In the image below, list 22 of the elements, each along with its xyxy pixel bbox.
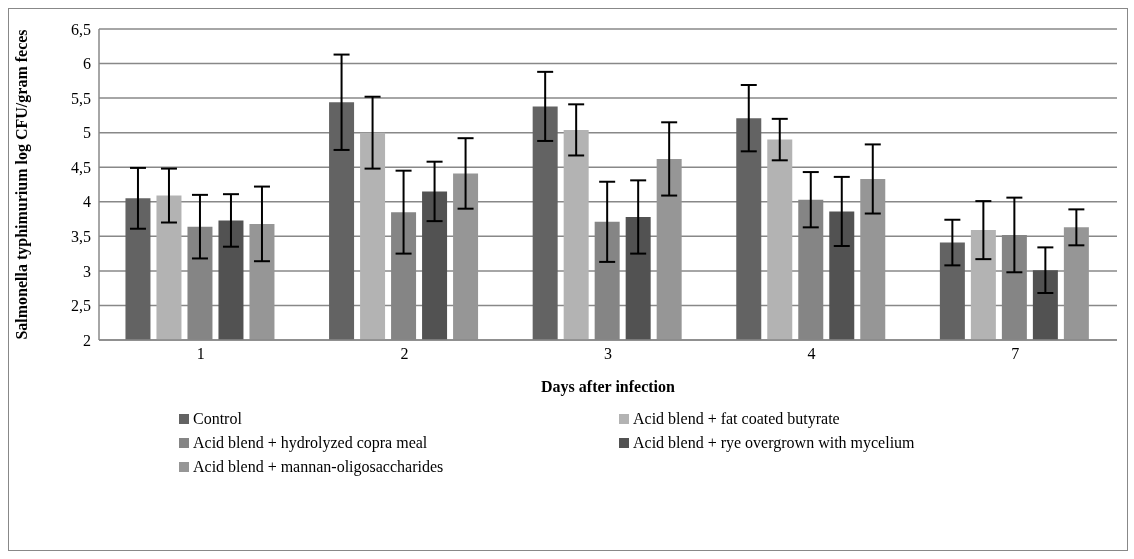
legend-label: Acid blend + mannan-oligosaccharides [193, 458, 444, 476]
y-tick-label: 2 [83, 331, 91, 349]
y-tick-label: 3,5 [71, 228, 91, 246]
y-tick-label: 6,5 [71, 20, 91, 38]
legend-label: Acid blend + rye overgrown with mycelium [633, 434, 915, 452]
y-axis-title: Salmonella typhimurium log CFU/gram feces [12, 29, 31, 340]
x-tick-label: 1 [196, 345, 205, 363]
y-tick-label: 3 [83, 262, 91, 280]
y-tick-label: 4,5 [71, 158, 91, 176]
x-axis-title: Days after infection [541, 378, 676, 396]
legend-label: Acid blend + hydrolyzed copra meal [193, 434, 428, 452]
x-tick-label: 2 [400, 345, 409, 363]
y-tick-label: 4 [83, 193, 91, 211]
x-tick-label: 4 [807, 345, 816, 363]
y-tick-label: 2,5 [71, 297, 91, 315]
legend-label: Acid blend + fat coated butyrate [633, 410, 840, 428]
legend-label: Control [193, 410, 242, 428]
y-tick-label: 5,5 [71, 89, 91, 107]
y-tick-label: 6 [83, 55, 91, 73]
x-tick-label: 3 [604, 345, 612, 363]
x-tick-label: 7 [1011, 345, 1020, 363]
y-tick-label: 5 [83, 124, 91, 142]
